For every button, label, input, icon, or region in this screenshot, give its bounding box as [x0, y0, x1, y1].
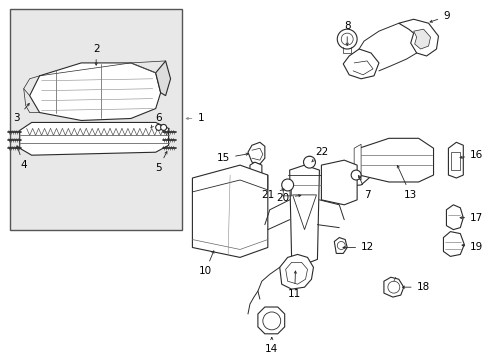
- Circle shape: [337, 242, 345, 249]
- Text: 9: 9: [429, 11, 449, 22]
- Text: 7: 7: [358, 175, 369, 200]
- Text: 6: 6: [150, 113, 162, 128]
- Polygon shape: [247, 142, 264, 164]
- Polygon shape: [343, 49, 378, 79]
- Text: 20: 20: [276, 193, 300, 203]
- Polygon shape: [321, 160, 356, 205]
- Text: 11: 11: [287, 271, 301, 299]
- Circle shape: [341, 33, 352, 45]
- Polygon shape: [334, 238, 346, 253]
- Polygon shape: [289, 165, 319, 264]
- Polygon shape: [353, 144, 360, 180]
- Text: 10: 10: [198, 251, 214, 276]
- Text: 5: 5: [155, 152, 166, 173]
- Polygon shape: [443, 231, 463, 256]
- Polygon shape: [358, 138, 433, 182]
- Text: 13: 13: [396, 166, 416, 200]
- Circle shape: [303, 156, 315, 168]
- Bar: [10, 9, 182, 230]
- Circle shape: [350, 170, 360, 180]
- Text: 12: 12: [342, 243, 374, 252]
- Polygon shape: [192, 165, 267, 257]
- Polygon shape: [30, 63, 161, 121]
- Text: 8: 8: [343, 21, 350, 45]
- Polygon shape: [279, 255, 313, 289]
- Polygon shape: [339, 162, 370, 186]
- Text: 17: 17: [459, 213, 483, 223]
- Circle shape: [263, 312, 280, 330]
- Text: 4: 4: [17, 146, 27, 170]
- Polygon shape: [383, 277, 403, 297]
- Polygon shape: [257, 307, 284, 334]
- Polygon shape: [450, 152, 459, 170]
- Circle shape: [161, 125, 166, 130]
- Polygon shape: [292, 195, 316, 230]
- Polygon shape: [446, 205, 462, 230]
- Polygon shape: [249, 162, 262, 178]
- Circle shape: [281, 179, 293, 191]
- Text: 16: 16: [459, 150, 483, 160]
- Text: 1: 1: [186, 113, 203, 123]
- Text: 14: 14: [264, 337, 278, 354]
- Circle shape: [387, 281, 399, 293]
- Text: 18: 18: [402, 282, 429, 292]
- Text: 22: 22: [311, 147, 328, 162]
- Polygon shape: [413, 29, 429, 49]
- Text: 19: 19: [461, 243, 483, 252]
- Text: 2: 2: [93, 44, 99, 65]
- Circle shape: [155, 125, 162, 130]
- Text: 3: 3: [14, 103, 29, 123]
- Text: 21: 21: [261, 189, 284, 200]
- Polygon shape: [155, 61, 170, 96]
- Polygon shape: [285, 262, 307, 284]
- Circle shape: [337, 29, 356, 49]
- Polygon shape: [398, 19, 438, 56]
- Polygon shape: [20, 122, 168, 155]
- Text: 15: 15: [216, 153, 248, 163]
- Polygon shape: [447, 142, 462, 178]
